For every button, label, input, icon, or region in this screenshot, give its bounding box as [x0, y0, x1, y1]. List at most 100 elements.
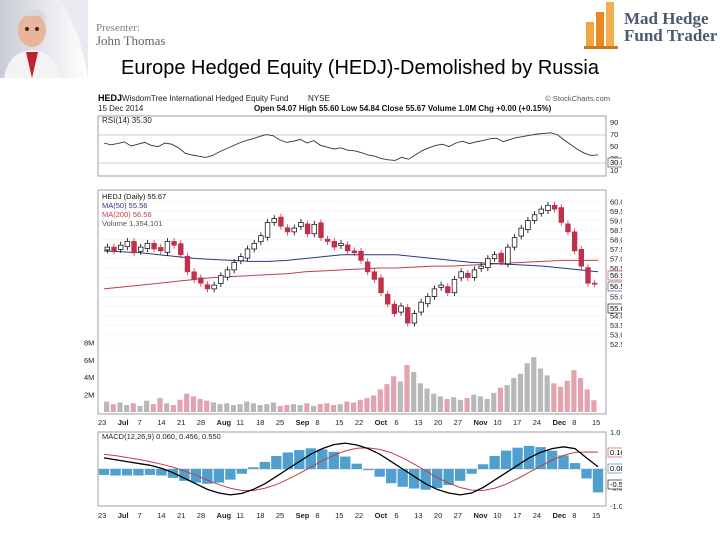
macd-tick-label: 1.0	[610, 428, 620, 437]
x-tick-label: 10	[493, 418, 501, 427]
x-tick-label: 22	[355, 511, 363, 520]
volume-bar	[157, 398, 163, 412]
volume-bar	[270, 402, 277, 412]
macd-histogram-bar	[248, 467, 259, 469]
macd-histogram-bar	[569, 463, 581, 469]
x-tick-label: 11	[236, 418, 244, 427]
volume-bar	[531, 357, 537, 412]
x-tick-label: 8	[572, 511, 576, 520]
volume-bar	[117, 402, 123, 412]
macd-histogram-bar	[500, 450, 512, 469]
volume-bar	[537, 368, 544, 412]
volume-bar	[290, 404, 297, 412]
candle-body	[411, 313, 418, 324]
chart-quote: Open 54.07 High 55.60 Low 54.84 Close 55…	[254, 104, 552, 113]
x-tick-label: Nov	[473, 511, 488, 520]
ma50-badge-value: 56.56	[610, 282, 622, 291]
macd-histogram-bar	[581, 469, 592, 479]
volume-bar	[497, 387, 504, 412]
rsi-current-value: 30.00	[610, 158, 622, 167]
volume-bar	[264, 404, 270, 412]
candle-body	[224, 269, 231, 278]
candle-body	[304, 223, 311, 235]
macd-histogram-bar	[409, 469, 420, 489]
x-tick-label: 28	[197, 511, 205, 520]
macd-histogram-bar	[374, 469, 385, 477]
volume-bar	[484, 398, 490, 412]
candle-body	[551, 204, 558, 210]
x-tick-label: 6	[394, 511, 398, 520]
volume-bar	[364, 398, 370, 412]
candle-body	[518, 227, 524, 237]
candle-body	[431, 288, 438, 297]
volume-bar	[577, 378, 584, 412]
rsi-line	[103, 132, 599, 161]
candle-body	[231, 261, 237, 271]
x-tick-label: Sep	[296, 511, 310, 520]
macd-tick-label: -1.0	[610, 502, 622, 511]
x-tick-label: 27	[454, 418, 462, 427]
macd-histogram-bar	[317, 449, 328, 469]
volume-bar	[204, 400, 210, 412]
volume-bar	[444, 398, 450, 412]
x-tick-label: 23	[98, 511, 106, 520]
candle-body	[138, 246, 144, 252]
x-tick-label: 23	[98, 418, 106, 427]
candle-body	[418, 301, 424, 313]
macd-histogram-bar	[431, 469, 443, 488]
candle-body	[164, 241, 171, 253]
volume-bar	[244, 401, 250, 412]
candle-body	[545, 204, 551, 211]
volume-bar	[230, 405, 237, 412]
volume-bar	[471, 394, 477, 412]
volume-bar	[437, 396, 443, 412]
candle-body	[131, 241, 137, 254]
x-tick-label: 25	[276, 511, 284, 520]
x-tick-label: 13	[414, 418, 422, 427]
x-tick-label: 14	[157, 511, 165, 520]
candle-body	[585, 267, 591, 284]
volume-bar	[237, 404, 243, 412]
price-tick-label: 58.5	[610, 226, 622, 235]
x-tick-label: 8	[315, 418, 319, 427]
candle-body	[378, 277, 384, 294]
x-tick-label: 21	[177, 418, 185, 427]
macd-histogram-bar	[363, 469, 374, 471]
candle-body	[578, 249, 584, 267]
candle-body	[458, 271, 464, 279]
price-tick-label: 56.5	[610, 264, 622, 273]
macd-badge-2-value: 0.089	[610, 464, 622, 473]
candle-body	[218, 275, 224, 284]
candle-body	[371, 271, 378, 280]
candle-body	[465, 272, 471, 278]
volume-bar	[257, 405, 263, 412]
volume-bar	[217, 404, 223, 412]
volume-bar	[377, 389, 383, 412]
candle-body	[338, 242, 344, 246]
candle-body	[478, 265, 484, 269]
x-tick-label: 10	[493, 511, 501, 520]
slide-title: Europe Hedged Equity (HEDJ)-Demolished b…	[121, 57, 599, 79]
macd-histogram-bar	[558, 455, 569, 469]
macd-histogram-bar	[477, 464, 489, 469]
candle-body	[344, 244, 351, 252]
x-tick-label: 15	[592, 511, 600, 520]
chart-date: 15 Dec 2014	[98, 104, 144, 113]
volume-bar	[297, 405, 303, 412]
volume-bar	[557, 386, 564, 412]
candle-body	[538, 208, 544, 214]
chart-svg: HEDJ WisdomTree International Hedged Equ…	[82, 92, 635, 524]
chart-source: © StockCharts.com	[545, 94, 610, 103]
candle-body	[244, 248, 251, 259]
volume-bar	[284, 405, 290, 412]
ma200-badge-value: 56.90	[610, 271, 622, 280]
volume-bar	[544, 375, 550, 412]
presenter-name: John Thomas	[96, 33, 166, 48]
x-tick-label: Jul	[118, 418, 129, 427]
candle-body	[238, 256, 244, 262]
candle-body	[485, 258, 491, 268]
x-tick-label: 11	[236, 511, 244, 520]
price-tick-label: 57.0	[610, 255, 622, 264]
candle-body	[258, 235, 264, 243]
candle-body	[198, 277, 204, 284]
